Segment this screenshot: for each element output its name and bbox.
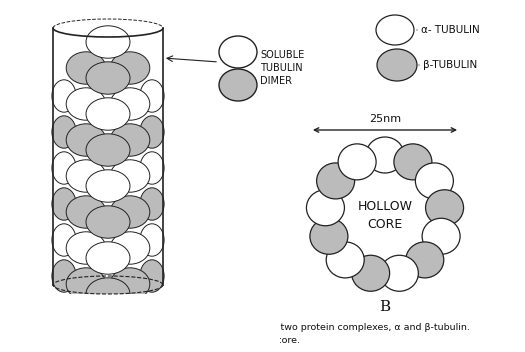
Ellipse shape [366,137,404,173]
Ellipse shape [377,49,417,81]
Ellipse shape [86,170,130,202]
Text: HOLLOW
CORE: HOLLOW CORE [358,200,413,231]
Text: Fig. 1.14.   A.  Structure of a microtubule assembled from two protein complexes: Fig. 1.14. A. Structure of a microtubule… [5,323,470,332]
Ellipse shape [66,124,106,156]
Ellipse shape [317,163,354,199]
Text: SOLUBLE
TUBULIN
DIMER: SOLUBLE TUBULIN DIMER [260,50,304,86]
Ellipse shape [52,188,76,220]
Ellipse shape [110,88,150,120]
Ellipse shape [110,268,150,300]
Ellipse shape [110,232,150,264]
Ellipse shape [140,116,164,148]
Ellipse shape [66,160,106,192]
Text: α- TUBULIN: α- TUBULIN [421,25,480,35]
Ellipse shape [219,36,257,68]
Ellipse shape [86,278,130,310]
Ellipse shape [140,80,164,112]
Ellipse shape [422,218,460,254]
Ellipse shape [52,152,76,184]
Ellipse shape [307,190,344,226]
Ellipse shape [110,196,150,228]
Ellipse shape [426,190,464,226]
Bar [164,23,364,290]
Ellipse shape [66,196,106,228]
Ellipse shape [66,268,106,300]
Ellipse shape [86,62,130,94]
Ellipse shape [86,134,130,166]
Ellipse shape [140,260,164,292]
Text: B: B [380,300,391,314]
Ellipse shape [66,232,106,264]
Ellipse shape [110,124,150,156]
Ellipse shape [110,52,150,84]
Bar [0,23,52,290]
Ellipse shape [52,80,76,112]
Ellipse shape [66,88,106,120]
Ellipse shape [310,218,348,254]
Ellipse shape [380,255,418,291]
Ellipse shape [110,160,150,192]
Ellipse shape [140,152,164,184]
Text: β-TUBULIN: β-TUBULIN [423,60,477,70]
Ellipse shape [86,242,130,274]
Ellipse shape [140,188,164,220]
Ellipse shape [376,15,414,45]
Ellipse shape [52,260,76,292]
Ellipse shape [140,224,164,256]
Ellipse shape [219,69,257,101]
Ellipse shape [352,255,390,291]
Ellipse shape [52,116,76,148]
Text: A: A [102,300,113,314]
Ellipse shape [66,52,106,84]
Ellipse shape [52,224,76,256]
Ellipse shape [326,242,364,278]
Ellipse shape [86,26,130,58]
Ellipse shape [415,163,454,199]
Text: 25nm: 25nm [369,114,401,124]
Bar [0,294,280,352]
Ellipse shape [406,242,444,278]
Text: B.  Cross section of microtubule showing hollow core.: B. Cross section of microtubule showing … [5,336,300,345]
Ellipse shape [86,206,130,238]
Bar [0,0,280,19]
Ellipse shape [338,144,376,180]
Ellipse shape [394,144,432,180]
Ellipse shape [86,98,130,130]
